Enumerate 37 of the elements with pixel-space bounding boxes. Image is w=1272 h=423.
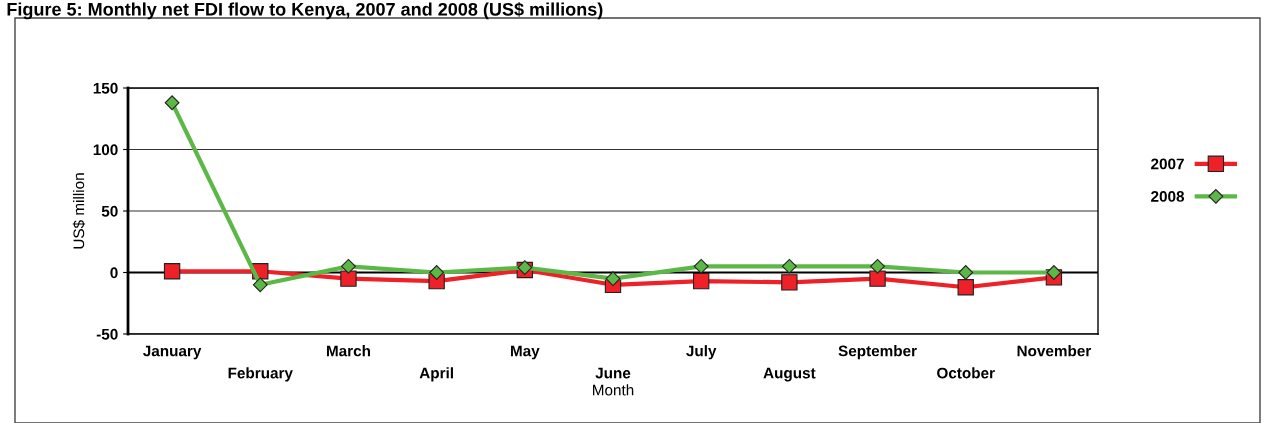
x-tick-label: September [838, 345, 917, 360]
point [163, 263, 181, 280]
point [340, 270, 357, 287]
point [341, 258, 356, 274]
y-tick-label: -50 [96, 328, 118, 340]
point [781, 274, 798, 291]
point [692, 272, 710, 290]
x-tick-label: October [937, 367, 995, 379]
legend-label: 2007 [1151, 158, 1184, 170]
y-axis-title: US$ million [72, 173, 86, 249]
point [958, 265, 974, 280]
x-tick-label: November [1017, 345, 1092, 357]
x-tick-label: June [595, 367, 631, 379]
point [1046, 265, 1062, 280]
legend-label: 2008 [1151, 191, 1185, 202]
point [693, 258, 709, 274]
x-tick-label: May [510, 345, 540, 360]
x-tick-label: March [326, 345, 371, 357]
x-axis-title: Month [593, 384, 634, 396]
point [252, 277, 268, 293]
x-tick-label: February [228, 367, 293, 382]
point [605, 271, 621, 287]
x-tick-label: January [143, 345, 202, 360]
point [869, 270, 886, 287]
y-tick-label: 0 [110, 267, 118, 279]
x-tick-label: August [763, 367, 816, 382]
point [164, 95, 180, 111]
point [781, 258, 797, 274]
x-tick-label: April [419, 367, 453, 382]
x-tick-label: July [686, 345, 717, 360]
y-tick-label: 100 [93, 144, 118, 156]
point [429, 265, 445, 280]
point [870, 258, 885, 274]
chart-title: Figure 5: Monthly net FDI flow to Kenya, 2007 and 2008 (US$ millions) [7, 2, 603, 20]
y-tick-label: 50 [101, 205, 118, 217]
point [957, 279, 974, 296]
y-tick-label: 150 [93, 82, 118, 94]
